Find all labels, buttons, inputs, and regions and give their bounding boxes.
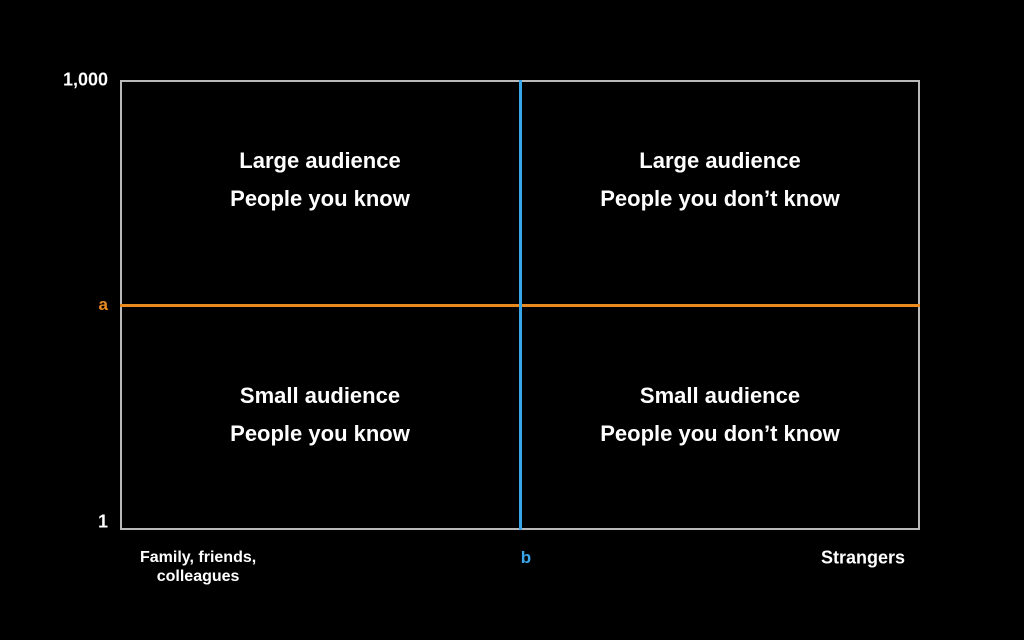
quadrant-top-left: Large audience People you know — [230, 148, 410, 212]
diagram-stage: Large audience People you know Large aud… — [0, 0, 1024, 640]
divider-a-label: a — [99, 295, 108, 315]
x-axis-left-line1: Family, friends, — [140, 549, 256, 566]
divider-b-label: b — [521, 548, 531, 568]
vertical-divider — [519, 80, 522, 530]
quadrant-label-line2: People you know — [230, 421, 410, 447]
y-axis-top-label: 1,000 — [63, 70, 108, 91]
quadrant-label-line2: People you don’t know — [600, 186, 840, 212]
quadrant-label-line1: Large audience — [230, 148, 410, 174]
quadrant-top-right: Large audience People you don’t know — [600, 148, 840, 212]
quadrant-label-line2: People you know — [230, 186, 410, 212]
x-axis-right-label: Strangers — [821, 548, 905, 569]
quadrant-label-line1: Small audience — [230, 383, 410, 409]
quadrant-bottom-left: Small audience People you know — [230, 383, 410, 447]
quadrant-label-line1: Small audience — [600, 383, 840, 409]
x-axis-left-line2: colleagues — [140, 567, 256, 586]
quadrant-label-line1: Large audience — [600, 148, 840, 174]
quadrant-label-line2: People you don’t know — [600, 421, 840, 447]
x-axis-left-label: Family, friends, colleagues — [140, 548, 256, 586]
y-axis-bottom-label: 1 — [98, 512, 108, 533]
quadrant-bottom-right: Small audience People you don’t know — [600, 383, 840, 447]
